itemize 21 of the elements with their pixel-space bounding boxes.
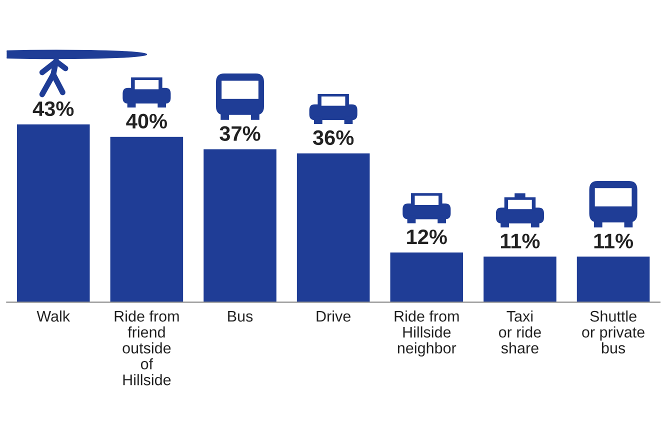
x-tick-label: Ride from Hillside neighbor (394, 310, 459, 357)
x-tick-label: Drive (316, 310, 350, 322)
bar (576, 256, 650, 302)
data-label: 11% (501, 234, 540, 248)
bar (484, 256, 556, 302)
bar (204, 149, 276, 302)
x-tick-label: Shuttle or private bus (582, 310, 644, 354)
bar (16, 124, 90, 302)
data-label: 40% (126, 114, 167, 129)
x-tick-label: Walk (36, 310, 70, 322)
data-label: 11% (594, 234, 634, 248)
data-label: 12% (407, 230, 447, 244)
bar (390, 252, 464, 302)
bar (110, 136, 184, 302)
data-label: 37% (220, 126, 260, 141)
data-label: 43% (32, 101, 74, 116)
x-tick-label: Bus (228, 311, 253, 322)
data-label: 36% (312, 130, 354, 146)
x-tick-label: Ride from friend outside of Hillside (114, 310, 179, 386)
x-tick-label: Taxi or ride share (498, 310, 541, 354)
bar (296, 153, 370, 302)
